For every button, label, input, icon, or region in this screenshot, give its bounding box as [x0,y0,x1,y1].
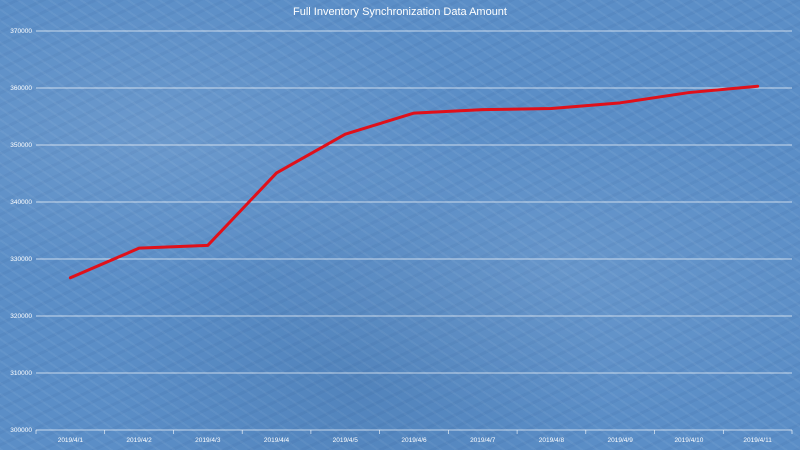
y-tick-label: 350000 [10,142,32,149]
chart-title: Full Inventory Synchronization Data Amou… [292,6,507,18]
x-tick-label: 2019/4/11 [743,437,772,444]
y-tick-label: 320000 [10,313,32,320]
series-line [68,84,760,280]
x-tick-label: 2019/4/2 [126,437,152,444]
x-tick-label: 2019/4/7 [470,437,496,444]
y-tick-label: 330000 [10,256,32,263]
y-tick-label: 300000 [10,427,32,434]
data-point [412,111,416,115]
data-point [756,85,759,88]
data-point [344,132,347,136]
x-tick-label: 2019/4/4 [264,437,290,444]
x-tick-label: 2019/4/8 [539,437,565,444]
data-point [69,276,72,280]
data-point [618,101,622,105]
x-tick-label: 2019/4/3 [195,437,221,444]
data-point [550,107,553,110]
series-layer [68,84,760,280]
x-tick-label: 2019/4/9 [608,437,634,444]
data-point [275,171,278,175]
y-tick-label: 310000 [10,370,32,377]
axes: 300000 310000 320000 330000 340000 350000 3600… [10,28,793,444]
gridlines [36,30,792,431]
data-point [137,246,141,250]
y-tick-label: 370000 [10,28,32,35]
data-point [687,91,691,94]
data-point [481,108,484,111]
y-tick-label: 340000 [10,199,32,206]
y-tick-label: 360000 [10,85,32,92]
data-point [206,244,210,247]
x-tick-label: 2019/4/10 [674,437,703,444]
x-tick-label: 2019/4/6 [401,437,427,444]
x-tick-label: 2019/4/5 [333,437,359,444]
x-tick-label: 2019/4/1 [58,437,84,444]
